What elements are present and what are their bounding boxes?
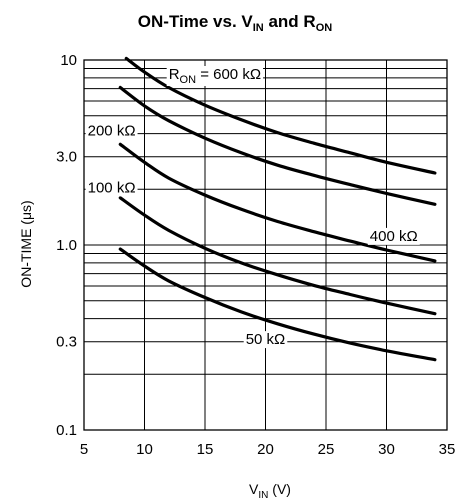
tick-labels: 5 10 15 20 25 30 35 0.1 0.3 1.0 3.0 10 [56,52,455,458]
x-tick-label: 10 [136,441,153,458]
series-lines [118,56,437,362]
chart-title: ON-Time vs. VIN and RON [138,12,332,34]
y-tick-label: 1.0 [56,237,77,254]
series-line-4 [118,247,437,362]
series-line-0 [124,56,437,175]
svg-text:100 kΩ: 100 kΩ [88,179,136,196]
series-label-1: 200 kΩ [85,122,138,140]
series-label-3: 400 kΩ [367,227,420,245]
y-tick-label: 0.1 [56,422,77,439]
series-line-2 [118,142,437,263]
series-line-3 [118,196,437,316]
series-line-1 [118,85,437,206]
series-label-0: RON = 600 kΩ [166,66,264,87]
svg-text:400 kΩ: 400 kΩ [370,228,418,245]
grid [83,60,448,430]
y-tick-label: 0.3 [56,334,77,351]
svg-text:50 kΩ: 50 kΩ [246,331,286,348]
y-tick-label: 3.0 [56,149,77,166]
plot-frame [83,59,448,431]
y-axis-label: ON-TIME (μs) [18,200,34,287]
svg-text:RON = 600 kΩ: RON = 600 kΩ [169,66,261,86]
series-label-2: 100 kΩ [85,179,138,197]
x-tick-label: 15 [197,441,214,458]
y-tick-label: 10 [60,52,77,69]
x-tick-label: 5 [80,441,88,458]
x-tick-label: 35 [439,441,456,458]
x-axis-label: VIN (V) [249,481,291,501]
series-label-4: 50 kΩ [243,331,288,349]
x-tick-label: 30 [378,441,395,458]
x-tick-label: 25 [318,441,335,458]
svg-text:200 kΩ: 200 kΩ [88,123,136,140]
series-labels: RON = 600 kΩ 200 kΩ 100 kΩ 400 kΩ 50 kΩ [85,66,420,349]
x-tick-label: 20 [257,441,274,458]
